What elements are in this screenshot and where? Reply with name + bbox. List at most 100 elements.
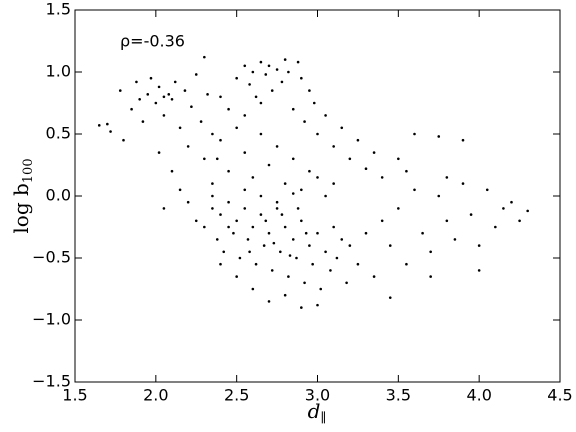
point bbox=[167, 93, 171, 96]
point bbox=[157, 85, 161, 89]
y-tick-label: 1.0 bbox=[46, 62, 71, 81]
point bbox=[280, 80, 284, 84]
point bbox=[211, 132, 214, 136]
point bbox=[445, 219, 449, 223]
point bbox=[157, 151, 161, 154]
point bbox=[291, 238, 295, 241]
point bbox=[316, 176, 319, 179]
point bbox=[264, 73, 268, 76]
point bbox=[259, 132, 263, 136]
point bbox=[227, 225, 230, 229]
point bbox=[219, 213, 222, 216]
point bbox=[203, 157, 206, 161]
point bbox=[405, 169, 408, 173]
y-axis-label: log b100 bbox=[9, 158, 36, 233]
point bbox=[437, 194, 441, 198]
y-tick-label: 1.5 bbox=[46, 0, 71, 19]
point bbox=[122, 138, 125, 142]
point bbox=[130, 107, 133, 111]
point bbox=[162, 95, 166, 99]
point bbox=[324, 250, 327, 254]
point bbox=[146, 93, 150, 96]
point bbox=[235, 275, 238, 278]
point bbox=[413, 132, 416, 136]
y-tick-label: −1.5 bbox=[32, 372, 71, 391]
point bbox=[316, 132, 319, 136]
x-tick-label: 2.5 bbox=[224, 386, 249, 405]
point bbox=[106, 122, 109, 126]
point bbox=[251, 225, 255, 229]
point bbox=[340, 238, 344, 241]
point bbox=[345, 281, 348, 285]
point bbox=[356, 262, 360, 266]
point bbox=[485, 188, 489, 192]
point bbox=[203, 225, 206, 229]
point bbox=[262, 244, 266, 247]
point bbox=[300, 188, 303, 192]
y-tick-label: 0.5 bbox=[46, 124, 71, 143]
point bbox=[288, 254, 292, 257]
point bbox=[283, 293, 287, 297]
point bbox=[279, 250, 282, 254]
point bbox=[267, 300, 271, 303]
point bbox=[312, 101, 316, 105]
point bbox=[283, 58, 287, 61]
point bbox=[437, 135, 441, 138]
point bbox=[316, 303, 319, 307]
point bbox=[186, 145, 190, 148]
point bbox=[283, 225, 287, 229]
point bbox=[303, 281, 306, 285]
point bbox=[429, 275, 432, 278]
point bbox=[340, 126, 344, 130]
point bbox=[203, 55, 206, 59]
point bbox=[219, 262, 222, 266]
point bbox=[372, 275, 376, 278]
point bbox=[170, 169, 174, 173]
point bbox=[254, 95, 258, 99]
point bbox=[296, 60, 300, 64]
point bbox=[232, 231, 235, 235]
point bbox=[287, 275, 290, 278]
point bbox=[211, 182, 214, 185]
point bbox=[329, 269, 332, 272]
point bbox=[243, 188, 247, 192]
plot-frame bbox=[74, 9, 561, 383]
point bbox=[275, 68, 279, 71]
point bbox=[162, 114, 166, 117]
point bbox=[518, 219, 521, 223]
point bbox=[235, 76, 238, 80]
point bbox=[206, 93, 209, 96]
point bbox=[300, 219, 303, 223]
point bbox=[324, 114, 327, 117]
point bbox=[219, 138, 222, 142]
point bbox=[227, 200, 230, 204]
point bbox=[283, 182, 287, 185]
point bbox=[364, 231, 368, 235]
x-tick-label: 3.5 bbox=[386, 386, 411, 405]
point bbox=[190, 105, 193, 109]
point bbox=[215, 238, 219, 241]
point bbox=[445, 176, 449, 179]
point bbox=[364, 167, 368, 171]
x-tick-label: 2.0 bbox=[143, 386, 168, 405]
point bbox=[319, 287, 323, 291]
point bbox=[380, 219, 384, 223]
y-axis-label-sub: 100 bbox=[21, 158, 36, 183]
point bbox=[291, 107, 295, 111]
point bbox=[238, 256, 242, 260]
point bbox=[304, 231, 308, 235]
point bbox=[264, 219, 268, 223]
point bbox=[502, 207, 505, 210]
point bbox=[194, 73, 198, 76]
point bbox=[170, 97, 174, 101]
point bbox=[388, 244, 392, 247]
point bbox=[311, 262, 314, 266]
point bbox=[477, 244, 481, 247]
point bbox=[251, 70, 255, 74]
point bbox=[280, 213, 284, 216]
point bbox=[413, 188, 416, 192]
point bbox=[259, 60, 263, 64]
point bbox=[211, 207, 214, 210]
point bbox=[300, 306, 303, 309]
